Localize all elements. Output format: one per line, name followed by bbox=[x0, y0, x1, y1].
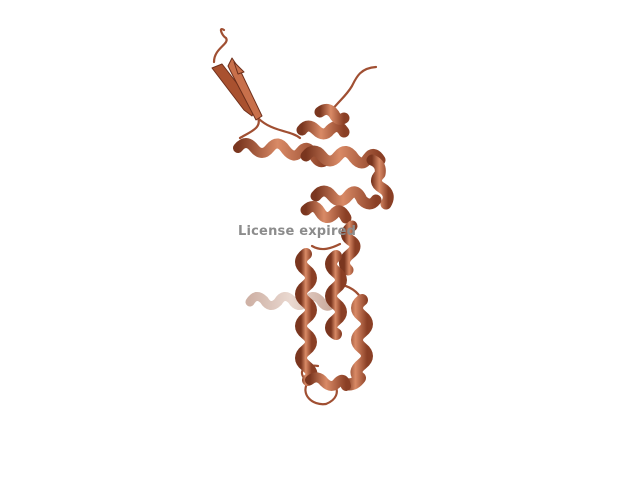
helix-faded bbox=[245, 292, 337, 311]
protein-structure bbox=[211, 28, 394, 406]
helix-upper-cluster bbox=[296, 103, 394, 224]
helix-bottom bbox=[305, 372, 351, 391]
helix-lower-left bbox=[295, 248, 318, 386]
helix-connector bbox=[339, 220, 361, 276]
helix-lower-right bbox=[340, 294, 373, 391]
license-watermark: License expired bbox=[238, 224, 356, 239]
helix-lower-middle bbox=[325, 250, 347, 340]
beta-hairpin bbox=[211, 57, 263, 121]
